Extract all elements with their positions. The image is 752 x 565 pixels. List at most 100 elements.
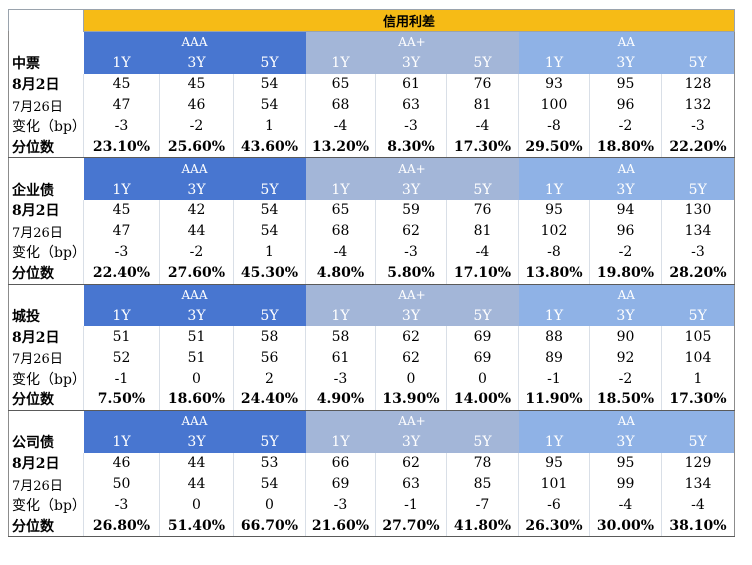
table-cell: -7 xyxy=(446,494,519,516)
table-cell: 54 xyxy=(233,200,306,221)
section-tenor-header: 公司债 1Y 3Y 5Y 1Y 3Y 5Y 1Y 3Y 5Y xyxy=(8,431,735,453)
section-group-header: AAA AA+ AA xyxy=(8,410,735,432)
table-cell: 90 xyxy=(589,326,662,348)
table-cell: 54 xyxy=(233,73,306,95)
row-label: 7月26日 xyxy=(8,347,84,369)
table-cell: 76 xyxy=(446,200,519,221)
table-cell: 61 xyxy=(305,347,376,369)
section-header-blank xyxy=(8,157,84,180)
table-cell: 66 xyxy=(305,452,376,474)
table-cell: 28.20% xyxy=(661,262,735,285)
table-cell: 44 xyxy=(159,473,234,495)
table-cell: -2 xyxy=(589,368,662,390)
tenor-label: 5Y xyxy=(446,179,519,201)
table-cell: 69 xyxy=(446,326,519,348)
row-aug-2: 8月2日 45 42 54 65 59 76 95 94 130 xyxy=(8,200,735,221)
section-name: 公司债 xyxy=(8,431,84,453)
table-cell: 1 xyxy=(661,368,735,390)
table-cell: -3 xyxy=(83,241,160,263)
tenor-label: 3Y xyxy=(375,179,447,201)
rating-group-label: AA xyxy=(518,410,735,432)
tenor-label: 1Y xyxy=(83,179,160,201)
table-cell: 58 xyxy=(305,326,376,348)
table-cell: 21.60% xyxy=(305,515,376,538)
table-cell: 59 xyxy=(375,200,447,221)
table-cell: 19.80% xyxy=(589,262,662,285)
tenor-label: 1Y xyxy=(518,179,590,201)
row-jul-26: 7月26日 47 44 54 68 62 81 102 96 134 xyxy=(8,220,735,242)
table-cell: 85 xyxy=(446,473,519,495)
table-cell: 14.00% xyxy=(446,389,519,411)
table-cell: 65 xyxy=(305,200,376,221)
table-cell: 130 xyxy=(661,200,735,221)
table-cell: -1 xyxy=(83,368,160,390)
tenor-label: 3Y xyxy=(589,179,662,201)
row-label: 8月2日 xyxy=(8,326,84,348)
table-cell: 5.80% xyxy=(375,262,447,285)
table-cell: -3 xyxy=(661,241,735,263)
row-label: 7月26日 xyxy=(8,473,84,495)
table-cell: 0 xyxy=(233,494,306,516)
tenor-label: 3Y xyxy=(375,52,447,74)
section-header-blank xyxy=(8,410,84,432)
rating-group-label: AA+ xyxy=(305,31,519,53)
row-percentile: 分位数 26.80% 51.40% 66.70% 21.60% 27.70% 41.80% 2… xyxy=(8,515,735,538)
table-cell: 0 xyxy=(159,494,234,516)
row-label: 分位数 xyxy=(8,515,84,538)
table-cell: 0 xyxy=(159,368,234,390)
row-label: 7月26日 xyxy=(8,220,84,242)
row-jul-26: 7月26日 50 44 54 69 63 85 101 99 134 xyxy=(8,473,735,495)
tenor-label: 1Y xyxy=(518,52,590,74)
table-cell: 100 xyxy=(518,94,590,116)
tenor-label: 5Y xyxy=(233,305,306,327)
row-percentile: 分位数 23.10% 25.60% 43.60% 13.20% 8.30% 17.30% 29… xyxy=(8,136,735,159)
table-cell: 95 xyxy=(518,452,590,474)
row-label: 变化（bp） xyxy=(8,241,84,263)
table-cell: -3 xyxy=(375,115,447,137)
table-cell: 1 xyxy=(233,115,306,137)
table-cell: 51 xyxy=(83,326,160,348)
table-cell: -4 xyxy=(305,241,376,263)
section-header-blank xyxy=(8,284,84,306)
row-percentile: 分位数 7.50% 18.60% 24.40% 4.90% 13.90% 14.00% 11.… xyxy=(8,389,735,411)
table-cell: 47 xyxy=(83,94,160,116)
tenor-label: 5Y xyxy=(661,431,735,453)
row-aug-2: 8月2日 46 44 53 66 62 78 95 95 129 xyxy=(8,452,735,474)
credit-spread-table: 信用利差 AAA AA+ AA 中票 1Y 3Y 5Y 1Y 3Y 5Y 1Y 3Y 5Y 8月2日 45 45… xyxy=(8,9,735,538)
table-cell: 58 xyxy=(233,326,306,348)
table-cell: 128 xyxy=(661,73,735,95)
tenor-label: 5Y xyxy=(446,52,519,74)
table-cell: 68 xyxy=(305,220,376,242)
row-aug-2: 8月2日 51 51 58 58 62 69 88 90 105 xyxy=(8,326,735,348)
table-cell: 4.90% xyxy=(305,389,376,411)
table-cell: 18.60% xyxy=(159,389,234,411)
tenor-label: 5Y xyxy=(661,179,735,201)
table-cell: 42 xyxy=(159,200,234,221)
table-cell: -3 xyxy=(305,494,376,516)
tenor-label: 1Y xyxy=(305,52,376,74)
table-cell: 23.10% xyxy=(83,136,160,159)
row-change-bp: 变化（bp） -1 0 2 -3 0 0 -1 -2 1 xyxy=(8,368,735,390)
table-cell: 132 xyxy=(661,94,735,116)
section-tenor-header: 中票 1Y 3Y 5Y 1Y 3Y 5Y 1Y 3Y 5Y xyxy=(8,52,735,74)
rating-group-label: AAA xyxy=(83,284,306,306)
table-cell: 102 xyxy=(518,220,590,242)
section-tenor-header: 城投 1Y 3Y 5Y 1Y 3Y 5Y 1Y 3Y 5Y xyxy=(8,305,735,327)
row-label: 分位数 xyxy=(8,136,84,159)
title-row: 信用利差 xyxy=(8,9,735,32)
tenor-label: 1Y xyxy=(305,179,376,201)
row-jul-26: 7月26日 47 46 54 68 63 81 100 96 132 xyxy=(8,94,735,116)
section-name: 中票 xyxy=(8,52,84,74)
tenor-label: 3Y xyxy=(589,305,662,327)
section-group-header: AAA AA+ AA xyxy=(8,284,735,306)
section-header-blank xyxy=(8,31,84,53)
table-cell: 89 xyxy=(518,347,590,369)
table-cell: -2 xyxy=(159,115,234,137)
table-cell: 18.80% xyxy=(589,136,662,159)
table-cell: 95 xyxy=(518,200,590,221)
row-change-bp: 变化（bp） -3 -2 1 -4 -3 -4 -8 -2 -3 xyxy=(8,115,735,137)
table-cell: 78 xyxy=(446,452,519,474)
row-label: 8月2日 xyxy=(8,200,84,221)
table-cell: 105 xyxy=(661,326,735,348)
table-cell: 68 xyxy=(305,94,376,116)
